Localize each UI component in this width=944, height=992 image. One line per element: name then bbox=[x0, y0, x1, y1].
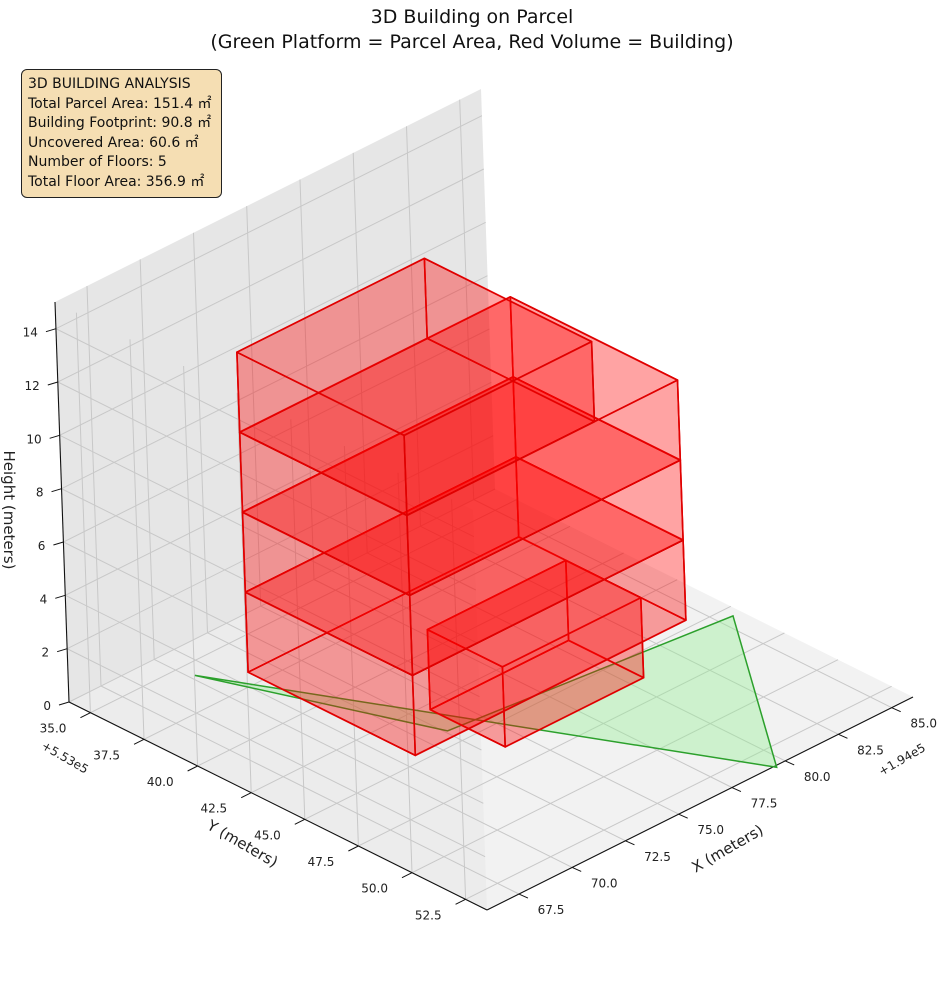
y-tick-label: 45.0 bbox=[254, 828, 281, 842]
y-tick-label: 52.5 bbox=[415, 908, 442, 922]
z-tick-label: 12 bbox=[25, 379, 40, 393]
x-tick-label: 67.5 bbox=[538, 903, 565, 917]
y-tick-mark bbox=[294, 818, 306, 825]
chart-title: 3D Building on Parcel bbox=[370, 6, 574, 28]
floor-face-top bbox=[236, 257, 593, 437]
axes-panes bbox=[55, 89, 913, 910]
info-line-uncovered: Uncovered Area: 60.6 ㎡ bbox=[28, 134, 199, 151]
x-tick-label: 70.0 bbox=[591, 876, 618, 890]
y-tick-label: 50.0 bbox=[361, 882, 388, 896]
z-tick-label: 6 bbox=[38, 539, 46, 553]
y-tick-label: 40.0 bbox=[147, 775, 174, 789]
y-offset-label: +5.53e5 bbox=[39, 739, 91, 777]
z-tick-mark bbox=[53, 541, 64, 546]
y-tick-label: 42.5 bbox=[200, 802, 227, 816]
scene bbox=[194, 257, 778, 769]
y-tick-mark bbox=[187, 765, 198, 772]
z-tick-mark bbox=[58, 701, 70, 706]
analysis-info-box: 3D BUILDING ANALYSIS Total Parcel Area: … bbox=[21, 69, 222, 198]
z-tick-label: 8 bbox=[36, 486, 44, 500]
z-tick-label: 10 bbox=[26, 432, 41, 446]
x-tick-label: 82.5 bbox=[857, 743, 884, 757]
back-right-pane bbox=[55, 89, 495, 702]
z-axis-label: Height (meters) bbox=[0, 451, 18, 570]
z-tick-mark bbox=[56, 648, 68, 653]
info-line-floors: Number of Floors: 5 bbox=[28, 154, 167, 170]
x-tick-mark bbox=[678, 813, 688, 819]
x-tick-mark bbox=[731, 787, 742, 792]
x-tick-label: 85.0 bbox=[910, 717, 937, 731]
building-floor-5 bbox=[236, 257, 596, 517]
z-tick-mark bbox=[49, 434, 60, 439]
y-tick-mark bbox=[133, 738, 145, 745]
x-tick-mark bbox=[625, 840, 635, 846]
y-axis-label: Y (meters) bbox=[203, 816, 281, 871]
y-axis-line bbox=[68, 701, 488, 911]
z-tick-label: 0 bbox=[43, 699, 51, 713]
y-tick-mark bbox=[240, 792, 252, 799]
x-axis-line bbox=[486, 696, 914, 911]
x-tick-label: 72.5 bbox=[644, 850, 671, 864]
axis-lines bbox=[54, 301, 914, 911]
x-tick-mark bbox=[891, 707, 901, 713]
y-tick-mark bbox=[80, 712, 91, 719]
tick-marks: 67.5 70.0 72.5 75.0 77.5 80.0 82.5 85.0 35.0 37.5… bbox=[23, 326, 937, 923]
x-tick-mark bbox=[571, 866, 582, 872]
parcel-platform bbox=[194, 614, 778, 769]
z-axis-line bbox=[54, 301, 70, 703]
x-tick-label: 80.0 bbox=[804, 770, 831, 784]
z-tick-mark bbox=[45, 328, 57, 333]
info-heading: 3D BUILDING ANALYSIS bbox=[28, 76, 191, 92]
y-tick-label: 37.5 bbox=[93, 748, 120, 762]
z-tick-label: 2 bbox=[41, 646, 49, 660]
info-line-parcel-area: Total Parcel Area: 151.4 ㎡ bbox=[28, 95, 212, 112]
x-tick-mark bbox=[518, 893, 529, 899]
y-tick-label: 47.5 bbox=[308, 855, 335, 869]
info-line-footprint: Building Footprint: 90.8 ㎡ bbox=[28, 115, 212, 131]
x-tick-label: 75.0 bbox=[697, 823, 724, 837]
info-line-floor-area: Total Floor Area: 356.9 ㎡ bbox=[28, 173, 205, 190]
z-tick-mark bbox=[55, 594, 66, 599]
x-tick-mark bbox=[838, 733, 848, 739]
x-tick-mark bbox=[784, 760, 795, 766]
building-floor-2 bbox=[244, 456, 687, 757]
z-tick-mark bbox=[47, 381, 58, 386]
y-tick-mark bbox=[455, 898, 466, 905]
z-tick-mark bbox=[51, 488, 62, 493]
z-tick-label: 14 bbox=[23, 326, 38, 340]
z-tick-label: 4 bbox=[40, 592, 48, 606]
y-tick-mark bbox=[401, 872, 413, 879]
x-tick-label: 77.5 bbox=[751, 797, 778, 811]
y-tick-mark bbox=[348, 845, 359, 852]
y-tick-label: 35.0 bbox=[40, 722, 67, 736]
chart-subtitle: (Green Platform = Parcel Area, Red Volum… bbox=[210, 31, 734, 53]
